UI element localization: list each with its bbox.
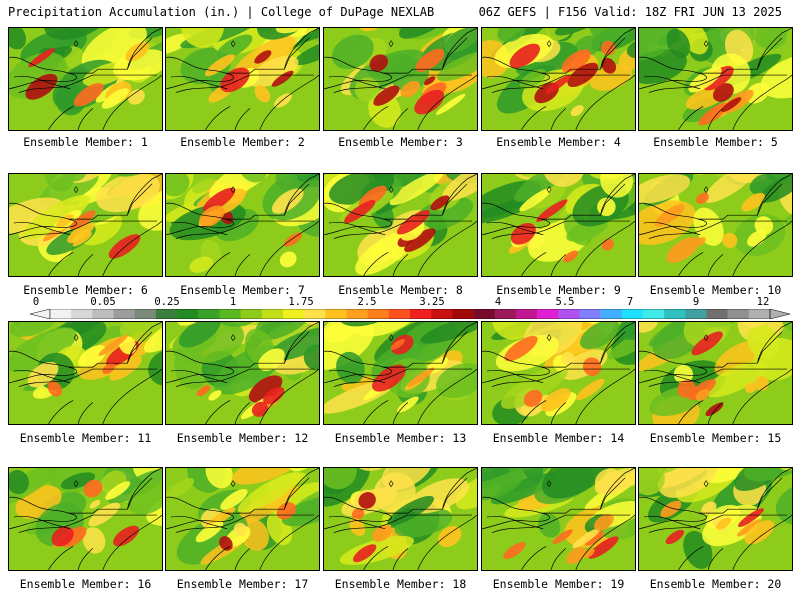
ensemble-panel-6 [8,173,163,277]
ensemble-member-caption: Ensemble Member: 9 [496,283,621,297]
ensemble-member-caption: Ensemble Member: 12 [176,431,309,445]
ensemble-panel-3 [323,27,478,131]
ensemble-member-caption: Ensemble Member: 7 [180,283,305,297]
ensemble-member-caption: Ensemble Member: 15 [649,431,782,445]
precip-colorbar [30,309,790,319]
ensemble-panel-2 [165,27,320,131]
ensemble-member-caption: Ensemble Member: 17 [176,577,309,591]
colorbar-tick-label: 3.25 [419,296,445,308]
ensemble-member-caption: Ensemble Member: 10 [649,283,782,297]
colorbar-tick-label: 0 [32,296,40,308]
ensemble-panel-14 [481,321,636,425]
ensemble-panel-17 [165,467,320,571]
ensemble-member-caption: Ensemble Member: 13 [334,431,467,445]
ensemble-panel-18 [323,467,478,571]
ensemble-member-caption: Ensemble Member: 18 [334,577,467,591]
colorbar-tick-label: 4 [494,296,502,308]
ensemble-member-caption: Ensemble Member: 14 [492,431,625,445]
colorbar-tick-label: 5.5 [555,296,575,308]
colorbar-tick-label: 1.75 [288,296,314,308]
ensemble-panel-15 [638,321,793,425]
ensemble-member-caption: Ensemble Member: 16 [19,577,152,591]
ensemble-member-caption: Ensemble Member: 19 [492,577,625,591]
ensemble-member-caption: Ensemble Member: 20 [649,577,782,591]
colorbar-tick-label: 7 [626,296,634,308]
colorbar-tick-label: 9 [692,296,700,308]
chart-title: Precipitation Accumulation (in.) | Colle… [8,5,435,19]
ensemble-panel-11 [8,321,163,425]
colorbar-tick-label: 0.25 [154,296,180,308]
model-run-info: 06Z GEFS | F156 Valid: 18Z FRI JUN 13 20… [478,5,782,19]
ensemble-panel-10 [638,173,793,277]
ensemble-member-caption: Ensemble Member: 11 [19,431,152,445]
ensemble-panel-12 [165,321,320,425]
colorbar-tick-label: 2.5 [357,296,377,308]
ensemble-member-caption: Ensemble Member: 1 [23,135,148,149]
ensemble-panel-4 [481,27,636,131]
ensemble-panel-5 [638,27,793,131]
ensemble-member-caption: Ensemble Member: 5 [653,135,778,149]
ensemble-panel-9 [481,173,636,277]
ensemble-member-caption: Ensemble Member: 2 [180,135,305,149]
ensemble-panel-13 [323,321,478,425]
ensemble-panel-19 [481,467,636,571]
ensemble-member-caption: Ensemble Member: 3 [338,135,463,149]
colorbar-tick-label: 12 [756,296,770,308]
ensemble-panel-1 [8,27,163,131]
ensemble-member-caption: Ensemble Member: 6 [23,283,148,297]
ensemble-panel-8 [323,173,478,277]
ensemble-panel-7 [165,173,320,277]
ensemble-member-caption: Ensemble Member: 4 [496,135,621,149]
colorbar-tick-label: 0.05 [90,296,116,308]
ensemble-panel-16 [8,467,163,571]
ensemble-panel-20 [638,467,793,571]
ensemble-member-caption: Ensemble Member: 8 [338,283,463,297]
colorbar-tick-label: 1 [229,296,237,308]
